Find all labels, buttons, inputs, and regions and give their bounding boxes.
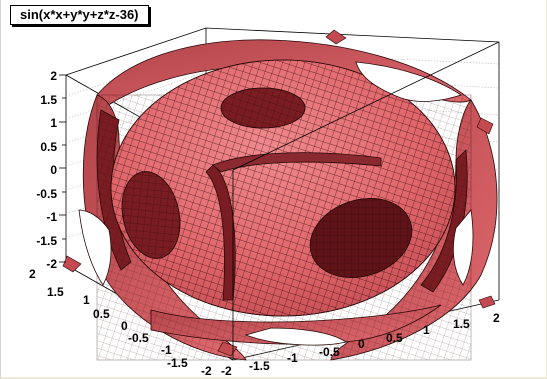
- z-tick-label: -2: [46, 257, 57, 271]
- shell-gaps: [78, 61, 474, 346]
- z-tick-label: 1: [50, 116, 57, 130]
- x-tick-label: -2: [221, 364, 232, 378]
- y-tick-label: 1.5: [47, 285, 64, 299]
- z-tick-label: 1.5: [40, 93, 57, 107]
- plot-title: sin(x*x+y*y+z*z-36): [10, 5, 149, 25]
- x-tick-label: 1.5: [453, 317, 470, 331]
- x-tick-label: -1: [287, 351, 298, 365]
- y-tick-label: -1: [161, 343, 172, 357]
- z-tick-label: 0: [50, 163, 57, 177]
- front-frame: [232, 41, 500, 360]
- z-tick-label: -1: [46, 210, 57, 224]
- z-tick-label: 0.5: [40, 140, 57, 154]
- z-tick-label: -0.5: [36, 187, 57, 201]
- z-tick-label: -1.5: [36, 234, 57, 248]
- y-tick-label: -2: [201, 364, 212, 378]
- z-tick-label: 2: [50, 69, 57, 83]
- x-tick-labels: -2 -1.5 -1 -0.5 0 0.5 1 1.5 2: [221, 311, 500, 378]
- y-tick-labels: 2 1.5 1 0.5 0 -0.5 -1 -1.5 -2: [29, 267, 212, 378]
- y-tick-label: 0: [121, 319, 128, 333]
- x-tick-label: 2: [493, 311, 500, 325]
- y-tick-label: -1.5: [167, 356, 188, 370]
- z-axis: [59, 74, 66, 263]
- y-tick-label: 1: [83, 293, 90, 307]
- x-tick-label: -1.5: [249, 359, 270, 373]
- x-tick-label: 0.5: [386, 331, 403, 345]
- x-tick-label: 1: [423, 323, 430, 337]
- corner-pieces: [62, 29, 496, 357]
- z-tick-labels: 2 1.5 1 0.5 0 -0.5 -1 -1.5 -2: [36, 69, 57, 271]
- x-tick-label: 0: [358, 337, 365, 351]
- y-tick-label: -0.5: [128, 331, 149, 345]
- x-tick-label: -0.5: [319, 345, 340, 359]
- torus-surface: [110, 59, 456, 317]
- y-tick-label: 2: [29, 267, 36, 281]
- y-tick-label: 0.5: [93, 307, 110, 321]
